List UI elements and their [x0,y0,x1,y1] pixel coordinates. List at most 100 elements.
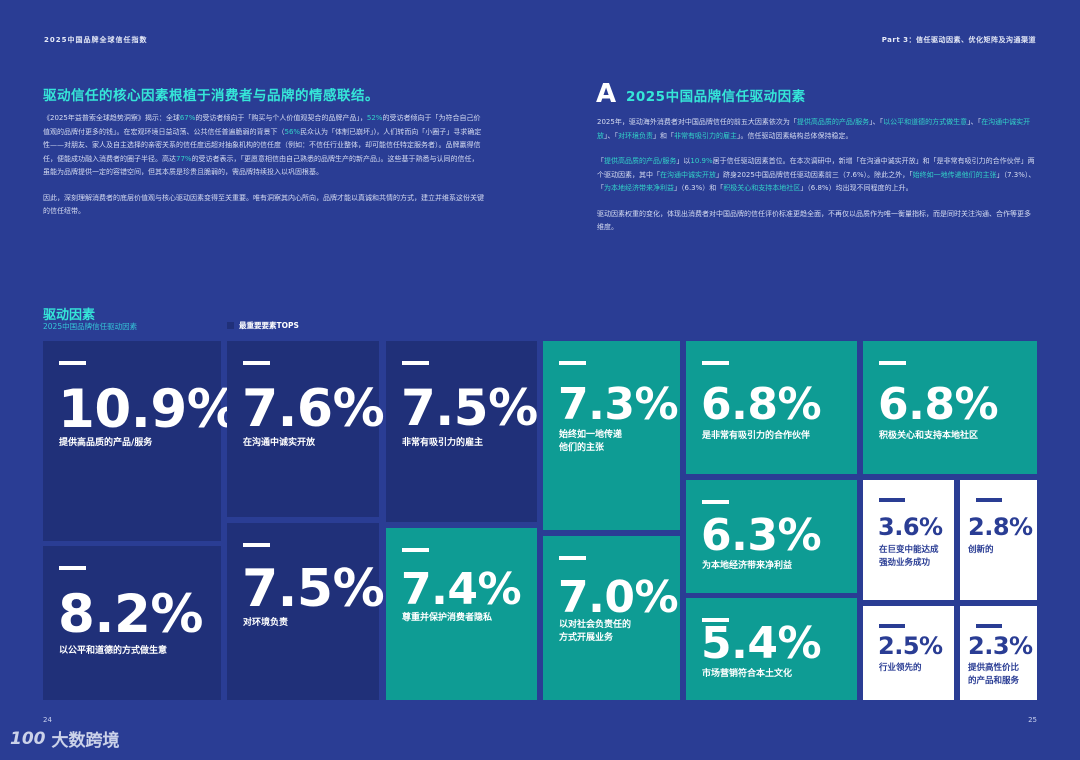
factor-label: 创新的 [968,545,994,555]
factors-title: 驱动因素 [43,308,96,323]
section-letter-logo: A [596,79,617,109]
left-body: 《2025年益普索全球趋势洞察》揭示：全球67%的受访者倾向于「购买与个人价值观… [43,112,485,231]
factor-tile-local-marketing: 5.4% 市场营销符合本土文化 [686,598,857,700]
factor-label: 对环境负责 [243,618,289,628]
factor-tile-innovative: 2.8% 创新的 [960,480,1037,600]
factor-tile-consistent-message: 7.3% 始终如一地传递 他们的主张 [543,341,680,530]
factor-label: 是非常有吸引力的合作伙伴 [702,431,811,441]
paragraph-text: 的受访者倾向于「为符合自己价值观的品牌付更多的钱」。在宏观环境日益动荡、公共信任… [43,114,481,136]
highlight-text: 在沟通中诚实开放 [660,170,716,179]
right-paragraph-3: 驱动因素权重的变化，体现出消费者对中国品牌的信任评价标准更趋全面，不再仅以品质作… [597,209,1031,232]
factor-label: 积极关心和支持本地社区 [879,431,979,441]
highlight-text: 67% [179,114,196,122]
factors-legend: 最重要要素TOPS [227,320,299,331]
paragraph-text: 」以 [676,157,691,165]
watermark-text: 大数跨境 [51,731,120,751]
factor-value: 7.6% [242,379,385,439]
factor-tile-value-for-money: 2.3% 提供高性价比 的产品和服务 [960,606,1037,700]
paragraph-text: 的受访者表示，「更愿意相信由自己熟悉的品牌生产的新产品」。这些基于熟悉与认同的信… [43,154,479,177]
paragraph-text: 「 [597,157,604,165]
factor-tile-local-community: 6.8% 积极关心和支持本地社区 [863,341,1037,474]
legend-label: 最重要要素TOPS [239,321,299,330]
factor-value: 6.8% [701,379,822,430]
factor-tile-social-responsibility: 7.0% 以对社会负责任的 方式开展业务 [543,536,680,700]
factor-label: 提供高性价比 的产品和服务 [968,663,1020,686]
paragraph-text: 《2025年益普索全球趋势洞察》揭示：全球 [43,114,180,122]
highlight-text: 56% [284,127,301,136]
factor-label: 为本地经济带来净利益 [702,561,793,571]
factor-value: 7.5% [401,379,538,437]
factors-subtitle: 2025中国品牌信任驱动因素 [43,322,138,331]
factor-value: 5.4% [701,618,822,669]
page-number-right: 25 [1028,716,1037,724]
paragraph-text: 的受访者倾向于「购买与个人价值观契合的品牌产品」， [195,114,367,122]
left-paragraph-1: 《2025年益普索全球趋势洞察》揭示：全球67%的受访者倾向于「购买与个人价值观… [43,112,485,180]
tile-dash [243,361,270,365]
factor-value: 7.5% [242,559,385,619]
tile-dash [243,543,270,547]
factor-tile-business-success: 3.6% 在巨变中能达成 强劲业务成功 [863,480,954,600]
paragraph-text: 」（6.8%）均出现不同程度的上升。 [800,184,913,192]
highlight-text: 提供高品质的产品/服务 [604,157,677,165]
factor-value: 7.0% [558,572,679,623]
highlight-text: 以公平和道德的方式做生意 [883,118,968,126]
factor-tile-fair-ethical: 8.2% 以公平和道德的方式做生意 [43,546,221,700]
left-heading: 驱动信任的核心因素根植于消费者与品牌的情感联结。 [43,88,379,104]
right-paragraph-2: 「提供高品质的产品/服务」以10.9%居于信任驱动因素首位。在本次调研中，新增「… [597,155,1037,196]
paragraph-text: 民众认为「体制已崩坏」)，人们转而向「小圈子」寻求确定性——对朋友、家人及自主选… [43,127,482,163]
factor-value: 2.3% [968,632,1033,660]
highlight-text: 非常有吸引力的雇主 [674,131,737,140]
factor-value: 7.4% [401,564,522,615]
factor-label: 始终如一地传递 他们的主张 [559,430,623,453]
factor-label: 在巨变中能达成 强劲业务成功 [879,545,939,568]
factor-tile-quality: 10.9% 提供高品质的产品/服务 [43,341,240,541]
factor-label: 行业领先的 [879,663,922,673]
paragraph-text: 」、「 [869,118,884,126]
highlight-text: 积极关心和支持本地社区 [723,184,801,192]
paragraph-text: 2025年，驱动海外消费者对中国品牌信任的前五大因素依次为「 [597,118,797,126]
highlight-text: 在沟通中诚实开放 [597,118,1031,140]
paragraph-text: 」。信任驱动因素结构总体保持稳定。 [737,131,853,140]
factor-tile-privacy: 7.4% 尊重并保护消费者隐私 [386,528,537,700]
highlight-text: 提供高品质的产品/服务 [796,118,870,126]
paragraph-text: 」（7.3%）、「 [597,170,1036,193]
tile-dash [702,361,729,365]
highlight-text: 52% [366,114,383,122]
factor-label: 以公平和道德的方式做生意 [59,646,168,656]
factor-tile-attractive-partner: 6.8% 是非常有吸引力的合作伙伴 [686,341,857,474]
tile-dash [879,624,905,628]
highlight-text: 对环境负责 [618,131,653,140]
factor-value: 10.9% [58,379,240,440]
factor-value: 2.8% [968,513,1033,541]
header-left-title: 2025中国品牌全球信任指数 [44,36,148,44]
tile-dash [976,624,1002,628]
factor-tile-attractive-employer: 7.5% 非常有吸引力的雇主 [386,341,538,522]
highlight-text: 77% [176,154,192,163]
tile-dash [559,556,586,560]
factor-label: 以对社会负责任的 方式开展业务 [559,620,632,643]
highlight-text: 10.9% [690,157,713,165]
factor-label: 尊重并保护消费者隐私 [402,613,493,623]
paragraph-text: 」、「 [604,131,618,140]
tile-dash [59,566,86,570]
header-right-title: Part 3：信任驱动因素、优化矩阵及沟通渠道 [881,36,1036,44]
highlight-text: 始终如一地传递他们的主张 [912,170,997,179]
left-paragraph-2: 因此，深刻理解消费者的底层价值观与核心驱动因素变得至关重要。唯有洞察其内心所向，… [43,193,484,216]
factor-value: 6.3% [701,510,822,561]
paragraph-text: 居于信任驱动因素首位。在本次调研中，新增「在沟通中诚实开放」和「是非常有吸引力的… [597,157,1035,179]
factor-value: 8.2% [58,584,204,645]
paragraph-text: 」和「 [653,131,674,140]
paragraph-text: 」跻身2025中国品牌信任驱动因素前三（7.6%）。除此之外，「 [716,170,913,179]
tile-dash [402,548,429,552]
legend-swatch [227,322,234,329]
right-heading: 2025中国品牌信任驱动因素 [626,89,806,105]
watermark-logo-icon: 100 [10,728,46,749]
right-body: 2025年，驱动海外消费者对中国品牌信任的前五大因素依次为「提供高品质的产品/服… [597,116,1037,247]
factor-label: 非常有吸引力的雇主 [402,438,484,448]
tile-dash [59,361,86,365]
factor-value: 7.3% [558,379,679,430]
tile-dash [702,500,729,504]
page-number-left: 24 [43,716,52,724]
factor-label: 市场营销符合本土文化 [702,669,793,679]
right-paragraph-1: 2025年，驱动海外消费者对中国品牌信任的前五大因素依次为「提供高品质的产品/服… [597,116,1037,143]
